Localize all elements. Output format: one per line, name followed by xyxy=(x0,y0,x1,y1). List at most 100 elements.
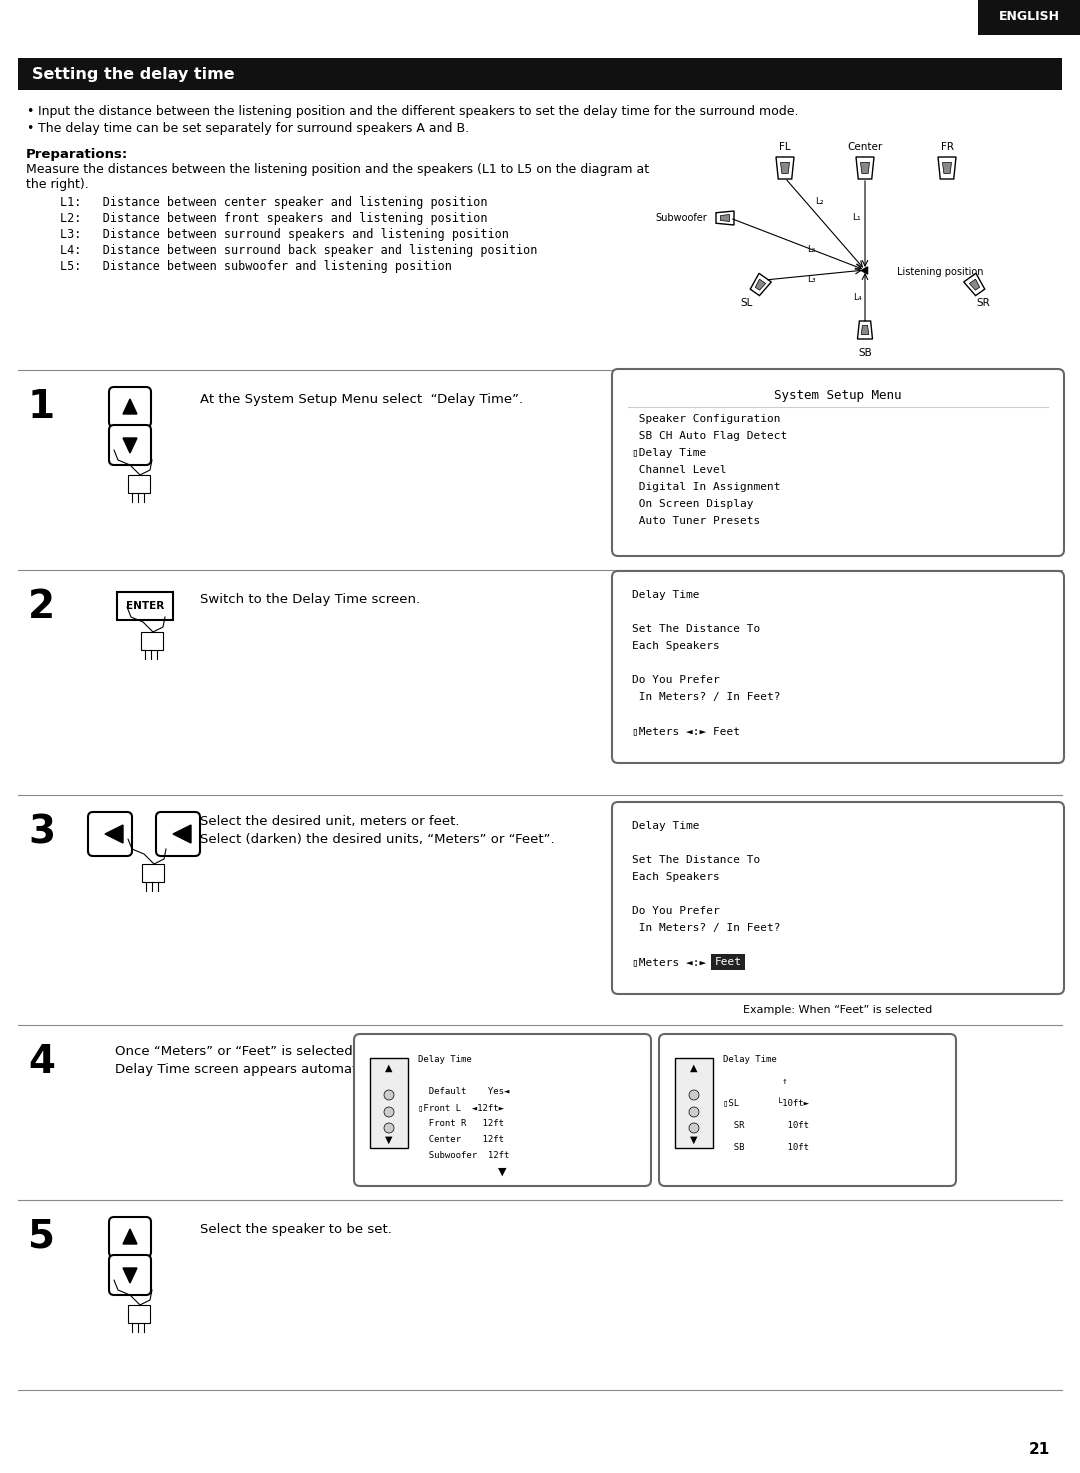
Bar xyxy=(18,57,1062,90)
Text: ▯Delay Time: ▯Delay Time xyxy=(632,448,706,458)
Text: Each Speakers: Each Speakers xyxy=(632,872,719,882)
Circle shape xyxy=(689,1122,699,1133)
Text: 1: 1 xyxy=(28,387,55,426)
Text: L3:   Distance between surround speakers and listening position: L3: Distance between surround speakers a… xyxy=(60,228,509,242)
Text: L2:   Distance between front speakers and listening position: L2: Distance between front speakers and … xyxy=(60,212,487,225)
Text: FR: FR xyxy=(941,141,954,152)
FancyBboxPatch shape xyxy=(109,1255,151,1295)
Polygon shape xyxy=(755,280,766,290)
Polygon shape xyxy=(123,399,137,414)
Polygon shape xyxy=(777,158,794,180)
Text: Default    Yes◄: Default Yes◄ xyxy=(418,1087,510,1096)
FancyBboxPatch shape xyxy=(354,1034,651,1186)
Text: ▲: ▲ xyxy=(690,1064,698,1072)
Text: System Setup Menu: System Setup Menu xyxy=(774,389,902,402)
Text: Subwoofer: Subwoofer xyxy=(656,214,707,222)
Bar xyxy=(370,1058,408,1147)
Text: •: • xyxy=(26,105,33,118)
Circle shape xyxy=(384,1122,394,1133)
Text: ▯Meters ◄:► Feet: ▯Meters ◄:► Feet xyxy=(632,726,740,736)
Circle shape xyxy=(689,1108,699,1117)
Circle shape xyxy=(384,1090,394,1100)
Text: Listening position: Listening position xyxy=(897,267,984,277)
Polygon shape xyxy=(716,211,734,225)
Text: ▲: ▲ xyxy=(386,1064,393,1072)
Text: Set The Distance To: Set The Distance To xyxy=(632,854,760,865)
FancyBboxPatch shape xyxy=(612,572,1064,763)
Bar xyxy=(141,632,163,650)
Text: FL: FL xyxy=(779,141,791,152)
Text: On Screen Display: On Screen Display xyxy=(632,499,754,510)
Text: Each Speakers: Each Speakers xyxy=(632,641,719,651)
Text: Channel Level: Channel Level xyxy=(632,465,727,474)
Polygon shape xyxy=(123,437,137,454)
Text: ▯SL       └10ft►: ▯SL └10ft► xyxy=(723,1099,809,1109)
Text: In Meters? / In Feet?: In Meters? / In Feet? xyxy=(632,924,781,932)
FancyBboxPatch shape xyxy=(612,370,1064,555)
FancyBboxPatch shape xyxy=(109,387,151,427)
Text: SL: SL xyxy=(741,298,753,308)
Circle shape xyxy=(689,1090,699,1100)
Text: SR: SR xyxy=(976,298,990,308)
Bar xyxy=(117,592,173,620)
Bar xyxy=(978,0,1080,35)
Text: ▯Front L  ◄12ft►: ▯Front L ◄12ft► xyxy=(418,1103,504,1112)
Polygon shape xyxy=(173,825,191,843)
Text: SB        10ft: SB 10ft xyxy=(723,1143,809,1152)
Polygon shape xyxy=(105,825,123,843)
Polygon shape xyxy=(858,321,873,339)
Text: SB CH Auto Flag Detect: SB CH Auto Flag Detect xyxy=(632,432,787,440)
Text: Switch to the Delay Time screen.: Switch to the Delay Time screen. xyxy=(200,594,420,607)
FancyBboxPatch shape xyxy=(612,801,1064,994)
Text: SR        10ft: SR 10ft xyxy=(723,1121,809,1130)
Text: In Meters? / In Feet?: In Meters? / In Feet? xyxy=(632,692,781,703)
Text: •: • xyxy=(26,122,33,136)
Text: Do You Prefer: Do You Prefer xyxy=(632,906,719,916)
Polygon shape xyxy=(751,274,771,296)
Text: Set The Distance To: Set The Distance To xyxy=(632,625,760,633)
Text: SB: SB xyxy=(859,348,872,358)
Text: Center: Center xyxy=(848,141,882,152)
FancyBboxPatch shape xyxy=(109,426,151,465)
Text: ▯Meters ◄:►: ▯Meters ◄:► xyxy=(632,957,713,966)
FancyBboxPatch shape xyxy=(659,1034,956,1186)
Text: 4: 4 xyxy=(28,1043,55,1081)
Text: Feet: Feet xyxy=(715,957,742,966)
Text: L₁: L₁ xyxy=(852,214,861,222)
Text: 21: 21 xyxy=(1029,1442,1050,1457)
Polygon shape xyxy=(943,162,951,174)
Polygon shape xyxy=(861,326,868,334)
Text: Delay Time screen appears automatically.: Delay Time screen appears automatically. xyxy=(114,1062,394,1075)
Text: the right).: the right). xyxy=(26,178,89,191)
Text: L₂: L₂ xyxy=(815,197,824,206)
Polygon shape xyxy=(963,274,985,296)
Text: At the System Setup Menu select  “Delay Time”.: At the System Setup Menu select “Delay T… xyxy=(200,393,523,407)
Text: Select the desired unit, meters or feet.: Select the desired unit, meters or feet. xyxy=(200,815,459,828)
Text: Delay Time: Delay Time xyxy=(632,591,700,600)
Text: Subwoofer  12ft: Subwoofer 12ft xyxy=(418,1152,510,1161)
Text: The delay time can be set separately for surround speakers A and B.: The delay time can be set separately for… xyxy=(38,122,469,136)
Bar xyxy=(129,474,150,493)
Bar xyxy=(141,865,164,882)
Circle shape xyxy=(384,1108,394,1117)
Text: Example: When “Feet” is selected: Example: When “Feet” is selected xyxy=(743,1005,933,1015)
FancyBboxPatch shape xyxy=(109,1217,151,1256)
Polygon shape xyxy=(856,158,874,180)
Polygon shape xyxy=(939,158,956,180)
Polygon shape xyxy=(861,162,869,174)
Text: 3: 3 xyxy=(28,813,55,851)
Text: Select the speaker to be set.: Select the speaker to be set. xyxy=(200,1224,392,1236)
Text: ▼: ▼ xyxy=(690,1136,698,1145)
Text: 5: 5 xyxy=(28,1218,55,1256)
Polygon shape xyxy=(781,162,789,174)
Text: Once “Meters” or “Feet” is selected in step 3, the: Once “Meters” or “Feet” is selected in s… xyxy=(114,1044,446,1058)
Text: ENTER: ENTER xyxy=(126,601,164,611)
Text: Input the distance between the listening position and the different speakers to : Input the distance between the listening… xyxy=(38,105,798,118)
Text: Digital In Assignment: Digital In Assignment xyxy=(632,482,781,492)
Text: L1:   Distance between center speaker and listening position: L1: Distance between center speaker and … xyxy=(60,196,487,209)
Text: Auto Tuner Presets: Auto Tuner Presets xyxy=(632,516,760,526)
Text: Select (darken) the desired units, “Meters” or “Feet”.: Select (darken) the desired units, “Mete… xyxy=(200,832,555,846)
Text: Delay Time: Delay Time xyxy=(418,1056,472,1065)
Text: Measure the distances between the listening position and the speakers (L1 to L5 : Measure the distances between the listen… xyxy=(26,164,649,175)
Bar xyxy=(129,1305,150,1323)
